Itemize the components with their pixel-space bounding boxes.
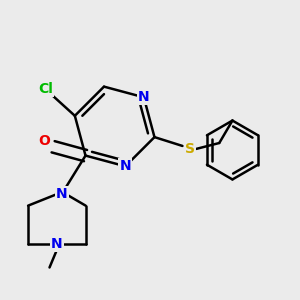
Text: N: N: [119, 159, 131, 173]
Text: Cl: Cl: [38, 82, 53, 96]
Text: N: N: [51, 237, 63, 251]
Text: O: O: [38, 134, 50, 148]
Text: N: N: [56, 187, 68, 201]
Text: N: N: [138, 90, 150, 104]
Text: S: S: [185, 142, 195, 156]
